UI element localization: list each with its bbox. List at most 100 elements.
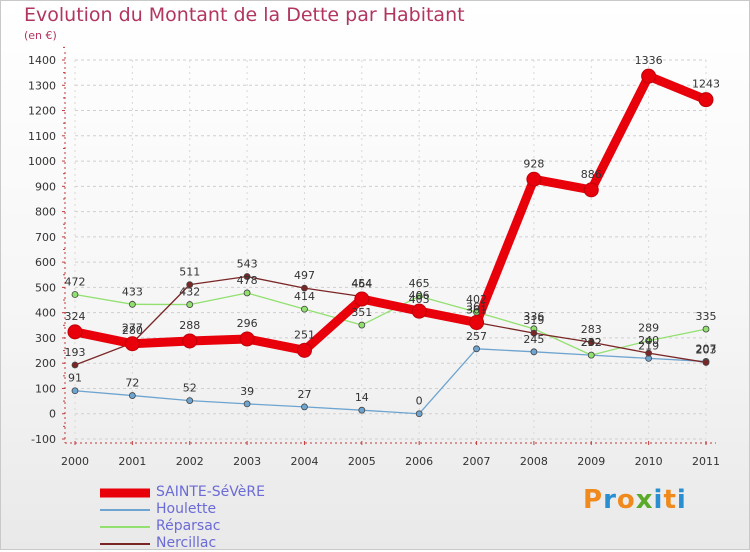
data-label: 336: [523, 310, 544, 323]
data-label: 433: [122, 285, 143, 298]
legend-label: Nercillac: [156, 535, 217, 551]
data-label: 472: [65, 275, 86, 288]
data-label: 319: [523, 314, 544, 327]
x-tick-label: 2010: [635, 455, 663, 468]
data-label: 39: [240, 385, 254, 398]
series-line-Houlette: [74, 348, 707, 415]
data-point: [243, 273, 251, 280]
data-label: 497: [294, 269, 315, 282]
data-point: [645, 337, 653, 345]
data-point: [186, 301, 194, 308]
data-label: 511: [179, 266, 200, 279]
legend-label: SAINTE-SéVèRE: [156, 484, 265, 500]
chart-legend: SAINTE-SéVèRE Houlette Réparsac Nercillac: [100, 484, 265, 552]
x-tick-label: 2011: [692, 455, 720, 468]
data-label: 203: [696, 343, 717, 356]
legend-swatch: [100, 525, 150, 528]
data-label: 219: [638, 339, 659, 352]
data-point: [186, 281, 194, 289]
data-label: 288: [179, 319, 200, 332]
data-point: [587, 338, 595, 346]
data-point: [182, 333, 198, 349]
legend-swatch: [100, 542, 150, 545]
legend-swatch: [100, 508, 150, 511]
data-label: 280: [122, 324, 143, 337]
x-tick-label: 2008: [520, 455, 548, 468]
data-point: [71, 361, 79, 369]
data-label: 91: [68, 372, 82, 385]
data-point: [243, 400, 251, 408]
x-tick-label: 2009: [577, 455, 605, 468]
logo-letter: x: [635, 485, 654, 515]
data-point: [530, 348, 538, 356]
data-label: 1336: [635, 54, 663, 67]
data-label: 72: [125, 377, 139, 390]
y-tick-label: 100: [35, 382, 56, 395]
y-tick-label: 1400: [28, 54, 56, 67]
y-tick-label: 1000: [28, 155, 56, 168]
data-label: 351: [351, 306, 372, 319]
legend-item: SAINTE-SéVèRE: [100, 484, 265, 501]
y-tick-label: 1100: [28, 130, 56, 143]
logo-letter: o: [616, 485, 636, 515]
data-point: [71, 387, 79, 395]
series-line-SAINTE-SéVèRE: [70, 71, 711, 355]
data-label: 361: [466, 301, 487, 314]
data-label: 465: [409, 277, 430, 290]
data-point: [411, 303, 427, 319]
logo-letter: i: [653, 485, 664, 515]
logo-letter: t: [663, 485, 677, 515]
data-point: [67, 324, 83, 340]
x-tick-label: 2000: [61, 455, 89, 468]
data-point: [354, 291, 370, 307]
data-point: [124, 336, 140, 352]
data-label: 277: [122, 322, 143, 335]
data-point: [526, 171, 542, 187]
x-tick-label: 2001: [118, 455, 146, 468]
data-point: [530, 329, 538, 337]
y-tick-label: -100: [31, 433, 56, 446]
data-point: [469, 315, 485, 331]
data-label: 296: [237, 317, 258, 330]
data-point: [415, 410, 423, 418]
data-label: 335: [696, 310, 717, 323]
data-label: 432: [179, 286, 200, 299]
y-tick-label: 300: [35, 332, 56, 345]
data-label: 402: [466, 293, 487, 306]
y-tick-label: 900: [35, 180, 56, 193]
data-label: 478: [237, 274, 258, 287]
data-point: [702, 325, 710, 333]
data-point: [301, 403, 308, 411]
y-tick-label: 800: [35, 206, 56, 219]
data-label: 232: [581, 336, 602, 349]
data-label: 251: [294, 328, 315, 341]
data-point: [698, 92, 714, 108]
data-label: 543: [237, 258, 258, 271]
data-label: 324: [65, 310, 86, 323]
data-label: 14: [355, 391, 369, 404]
y-tick-label: 0: [49, 408, 56, 421]
data-point: [583, 182, 599, 198]
data-point: [702, 359, 710, 366]
data-point: [358, 321, 366, 329]
x-tick-label: 2003: [233, 455, 261, 468]
data-point: [71, 291, 79, 298]
data-point: [645, 349, 653, 357]
y-tick-label: 200: [35, 357, 56, 370]
legend-item: Houlette: [100, 501, 265, 518]
series-line-Nercillac: [74, 275, 707, 366]
data-label: 245: [523, 333, 544, 346]
series-line-Réparsac: [74, 292, 707, 356]
logo-letter: P: [583, 485, 604, 515]
data-label: 454: [351, 277, 372, 290]
data-label: 414: [294, 290, 315, 303]
data-label: 27: [297, 388, 311, 401]
legend-swatch: [100, 488, 150, 497]
x-tick-label: 2004: [290, 455, 318, 468]
data-point: [301, 284, 308, 292]
proxiti-logo: Proxiti: [583, 485, 687, 515]
y-tick-label: 600: [35, 256, 56, 269]
y-tick-label: 500: [35, 281, 56, 294]
y-tick-label: 1200: [28, 105, 56, 118]
